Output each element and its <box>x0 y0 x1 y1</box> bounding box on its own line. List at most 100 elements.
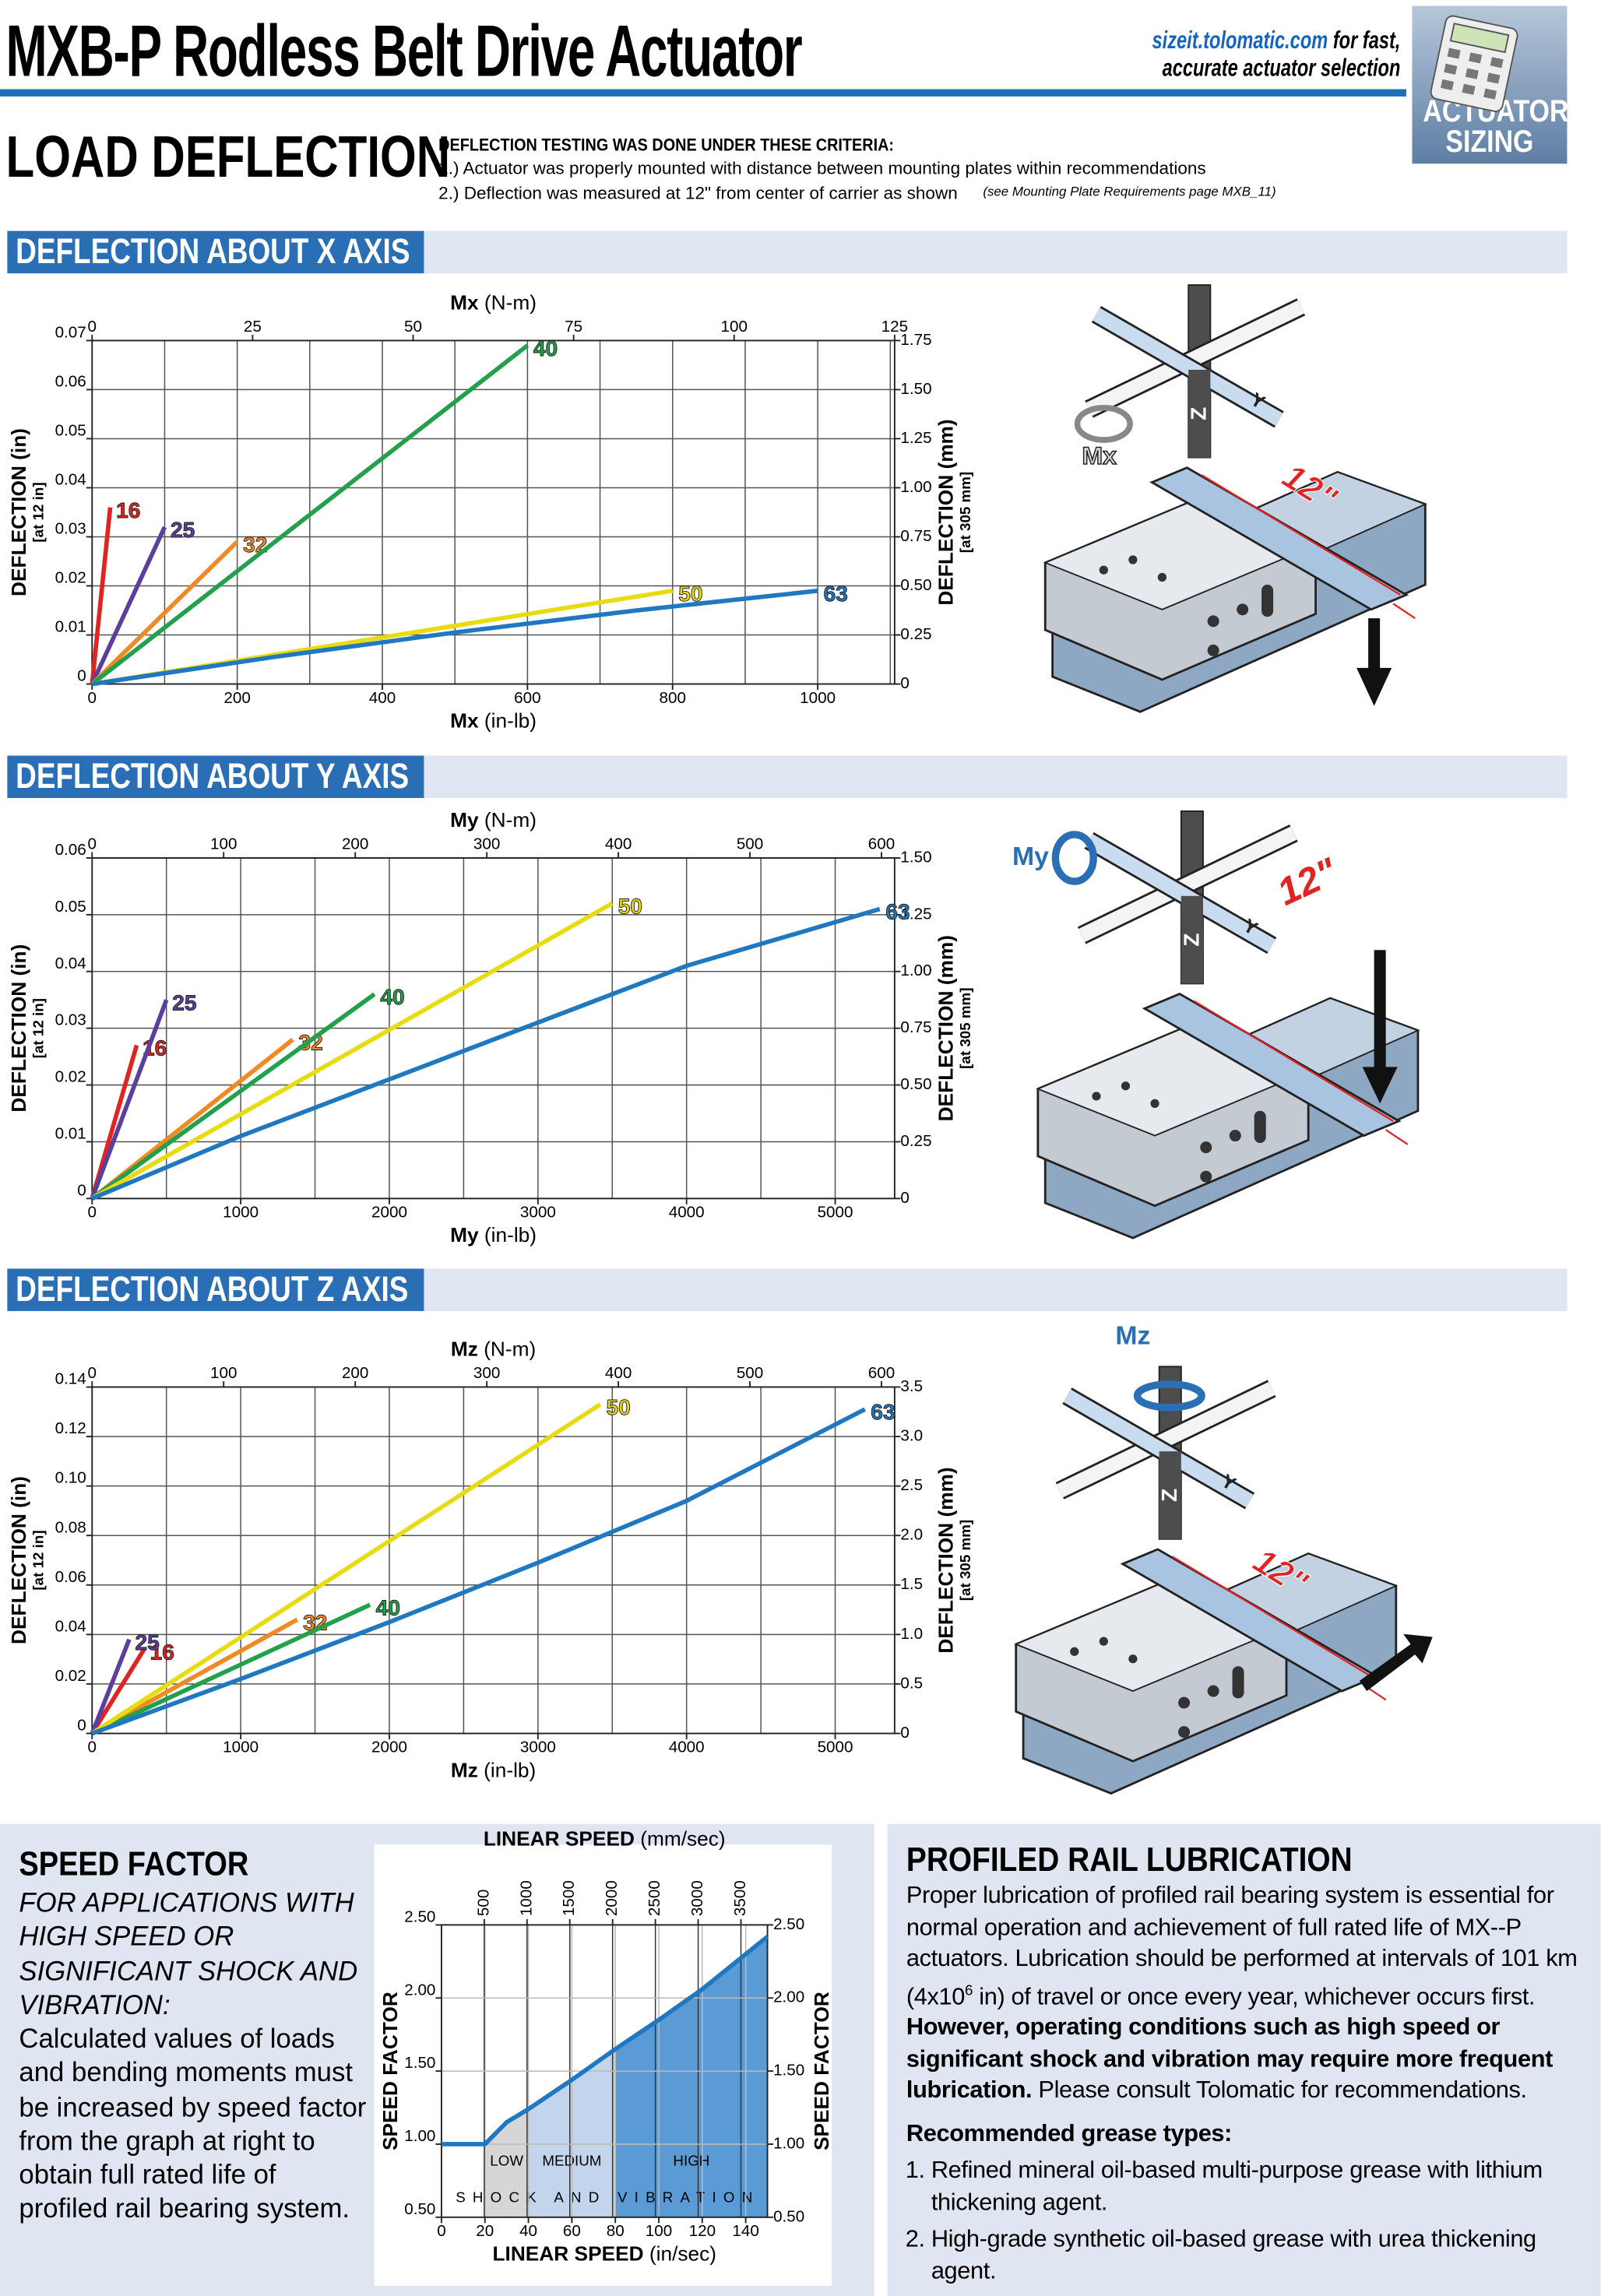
series-line <box>90 526 167 685</box>
x2-tick-label: 100 <box>210 1364 237 1382</box>
y2-axis-title: DEFLECTION (mm) <box>934 419 957 605</box>
y-tick-label: 0 <box>77 1717 86 1735</box>
x2-axis-title: Mz (N-m) <box>451 1338 536 1361</box>
sizing-link-block: sizeit.tolomatic.com for fast, accurate … <box>1108 26 1401 82</box>
x2-tick-label: 600 <box>868 835 895 853</box>
x2-tick-label: 75 <box>565 318 582 336</box>
y2-tick-label: 2.0 <box>900 1526 923 1544</box>
x2-tick-label: 200 <box>342 835 368 853</box>
section-band: DEFLECTION ABOUT Z AXIS <box>7 1268 1568 1311</box>
x-axis-title: LINEAR SPEED (in/sec) <box>492 2242 716 2266</box>
y-tick-label: 1.00 <box>404 2127 435 2145</box>
series-label: 16 <box>150 1640 174 1664</box>
lubrication-title: PROFILED RAIL LUBRICATION <box>906 1840 1353 1879</box>
y-tick-label: 0 <box>77 667 86 685</box>
y2-tick-label: 1.50 <box>900 848 931 866</box>
grease-item: High-grade synthetic oil-based grease wi… <box>931 2225 1588 2288</box>
plot-area <box>92 1387 895 1734</box>
y-tick-label: 2.50 <box>404 1907 435 1925</box>
x2-tick-label: 400 <box>605 835 632 853</box>
lubrication-warning: However, operating conditions such as hi… <box>906 2014 1553 2104</box>
x2-tick-label: 25 <box>244 318 262 336</box>
x2-tick-label: 50 <box>404 318 422 336</box>
y-tick-label: 0.10 <box>55 1469 86 1487</box>
y2-tick-label: 1.50 <box>773 2062 804 2080</box>
x-tick-label: 40 <box>519 2222 537 2240</box>
x2-tick-label: 0 <box>88 318 97 336</box>
series-line <box>91 1602 371 1736</box>
section-heading: DEFLECTION ABOUT X AXIS <box>7 230 424 274</box>
section-band: DEFLECTION ABOUT X AXIS <box>7 230 1568 274</box>
y2-tick-label: 1.5 <box>900 1575 923 1593</box>
y2-tick-label: 1.25 <box>900 905 931 923</box>
series-label: 25 <box>135 1630 159 1654</box>
series-label: 63 <box>885 900 910 924</box>
x-tick-label: 1000 <box>223 1204 259 1222</box>
y2-tick-label: 3.0 <box>900 1427 923 1445</box>
region-label: HIGH <box>673 2152 709 2168</box>
y2-tick-label: 0 <box>900 1724 909 1742</box>
y-axis-title: DEFLECTION (in) <box>7 944 30 1113</box>
y2-tick-label: 0.25 <box>900 625 931 643</box>
diagram: Z Y Mx 12" <box>1045 285 1425 712</box>
lubrication-paragraph: in) of travel or once every year, whiche… <box>979 1983 1536 2010</box>
section-heading-text: DEFLECTION ABOUT X AXIS <box>16 232 410 272</box>
speed-factor-body: Calculated values of loads and bending m… <box>19 2023 367 2224</box>
y-tick-label: 2.00 <box>404 1981 435 1999</box>
x-tick-label: 60 <box>563 2222 581 2240</box>
y2-tick-label: 2.00 <box>773 1988 804 2006</box>
series-line <box>90 901 614 1201</box>
sizing-link[interactable]: sizeit.tolomatic.com <box>1152 26 1328 54</box>
y-tick-label: 0.05 <box>55 422 86 440</box>
series-label: 50 <box>678 582 702 606</box>
plot-area <box>92 340 895 684</box>
x2-tick-label: 500 <box>737 1364 763 1382</box>
x2-tick-label: 500 <box>474 1890 492 1916</box>
lubrication-text: Proper lubrication of profiled rail bear… <box>906 1881 1588 2288</box>
x2-tick-label: 2500 <box>646 1880 663 1916</box>
criteria-item: 1.) Actuator was properly mounted with d… <box>438 157 1206 179</box>
series-line <box>90 1647 146 1735</box>
diagram: Z Y My 12" <box>1012 811 1418 1238</box>
x2-tick-label: 300 <box>473 1364 500 1382</box>
series-label: 40 <box>380 985 404 1009</box>
y2-tick-label: 1.00 <box>773 2134 804 2152</box>
y-tick-label: 0.06 <box>55 1568 86 1586</box>
superscript: 6 <box>965 1982 973 1999</box>
load-arrow <box>1362 950 1398 1104</box>
series-line <box>90 343 530 686</box>
series-label: 25 <box>171 518 195 542</box>
x2-tick-label: 500 <box>737 835 763 853</box>
x-tick-label: 4000 <box>669 1204 705 1222</box>
series-label: 16 <box>116 498 140 522</box>
series-label: 63 <box>824 582 848 606</box>
series-label: 50 <box>607 1395 631 1419</box>
x-tick-label: 0 <box>437 2222 445 2240</box>
x-tick-label: 4000 <box>669 1739 705 1756</box>
x2-tick-label: 100 <box>721 318 748 336</box>
y-tick-label: 0.08 <box>55 1518 86 1536</box>
y-tick-label: 1.50 <box>404 2054 435 2072</box>
x-axis-title: Mx (in-lb) <box>450 708 537 732</box>
actuator <box>1016 1366 1396 1793</box>
x-tick-label: 3000 <box>520 1204 556 1222</box>
moment-label: My <box>1012 842 1049 871</box>
y-axis-subtitle: [at 12 in] <box>30 482 47 542</box>
x-tick-label: 200 <box>223 689 250 707</box>
lubrication-box: PROFILED RAIL LUBRICATION Proper lubrica… <box>887 1823 1601 2296</box>
series-line <box>90 1638 132 1735</box>
series-line <box>91 906 881 1201</box>
x-tick-label: 0 <box>88 1204 97 1222</box>
x2-tick-label: 1500 <box>560 1880 578 1916</box>
y-tick-label: 0.04 <box>55 471 86 489</box>
y-tick-label: 0.03 <box>55 520 86 538</box>
y-tick-label: 0.05 <box>55 898 86 916</box>
y2-tick-label: 0.25 <box>900 1132 931 1150</box>
lubrication-paragraph: Proper lubrication of profiled rail bear… <box>906 1882 1578 2010</box>
page-title: MXB-P Rodless Belt Drive Actuator <box>5 10 803 93</box>
x-tick-label: 120 <box>689 2222 716 2240</box>
y2-tick-label: 0.75 <box>900 527 931 545</box>
section-band: DEFLECTION ABOUT Y AXIS <box>7 755 1568 798</box>
x2-tick-label: 0 <box>88 1364 97 1382</box>
